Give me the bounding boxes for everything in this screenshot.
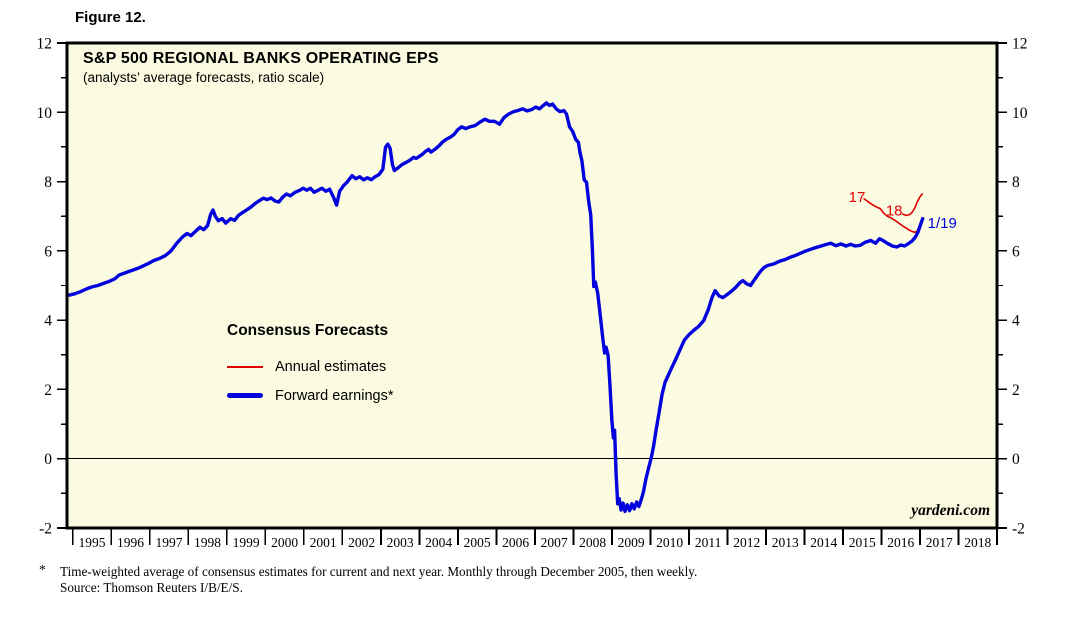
svg-text:2018: 2018 [964,535,991,550]
svg-text:6: 6 [44,243,52,260]
svg-text:10: 10 [37,105,53,122]
svg-text:-2: -2 [39,521,52,538]
legend-title: Consensus Forecasts [227,322,389,339]
svg-text:2014: 2014 [810,535,837,550]
svg-text:2010: 2010 [656,535,683,550]
svg-text:2000: 2000 [271,535,298,550]
svg-text:10: 10 [1012,105,1028,122]
annual-estimates-line-swatch [227,365,263,368]
svg-text:0: 0 [44,451,52,468]
svg-text:1996: 1996 [117,535,144,550]
svg-text:2013: 2013 [772,535,799,550]
chart-subtitle: (analysts’ average forecasts, ratio scal… [83,70,325,85]
svg-text:1995: 1995 [79,535,106,550]
svg-text:2005: 2005 [464,535,491,550]
chart-title: S&P 500 REGIONAL BANKS OPERATING EPS [83,50,439,67]
forward-earnings-line-swatch [227,393,263,398]
svg-text:2007: 2007 [541,535,568,550]
legend-item-label: Annual estimates [275,358,387,375]
svg-text:0: 0 [1012,451,1020,468]
svg-text:1998: 1998 [194,535,221,550]
svg-text:2003: 2003 [387,535,414,550]
svg-text:6: 6 [1012,243,1020,260]
svg-text:1999: 1999 [233,535,260,550]
svg-text:2002: 2002 [348,535,375,550]
legend-item-forward-earnings: Forward earnings* [227,381,393,410]
svg-text:2017: 2017 [926,535,953,550]
svg-text:2016: 2016 [887,535,914,550]
svg-text:2011: 2011 [695,535,722,550]
svg-text:4: 4 [1012,313,1020,330]
svg-text:2006: 2006 [502,535,529,550]
svg-text:17: 17 [849,189,866,206]
svg-text:1997: 1997 [156,535,183,550]
svg-text:12: 12 [1012,36,1028,53]
svg-text:2015: 2015 [849,535,876,550]
footnote: * Time-weighted average of consensus est… [39,562,697,596]
legend: Consensus Forecasts Annual estimates For… [227,322,393,410]
svg-text:2009: 2009 [618,535,645,550]
svg-text:18: 18 [886,202,903,219]
svg-text:8: 8 [44,174,52,191]
svg-text:2008: 2008 [579,535,606,550]
svg-text:-2: -2 [1012,521,1025,538]
footnote-line-2: Source: Thomson Reuters I/B/E/S. [60,580,243,595]
svg-text:8: 8 [1012,174,1020,191]
figure-label: Figure 12. [75,9,146,26]
svg-text:2: 2 [44,382,52,399]
svg-text:2012: 2012 [733,535,760,550]
svg-text:1/19: 1/19 [928,215,957,232]
watermark: yardeni.com [911,502,990,519]
svg-text:2001: 2001 [310,535,337,550]
svg-text:12: 12 [37,36,53,53]
svg-text:2: 2 [1012,382,1020,399]
legend-item-annual-estimates: Annual estimates [227,352,393,381]
legend-item-label: Forward earnings* [275,387,394,404]
footnote-marker: * [39,562,46,577]
svg-text:2004: 2004 [425,535,452,550]
footnote-line-1: Time-weighted average of consensus estim… [60,564,698,579]
footnote-lines: Time-weighted average of consensus estim… [60,564,697,596]
svg-text:4: 4 [44,313,52,330]
